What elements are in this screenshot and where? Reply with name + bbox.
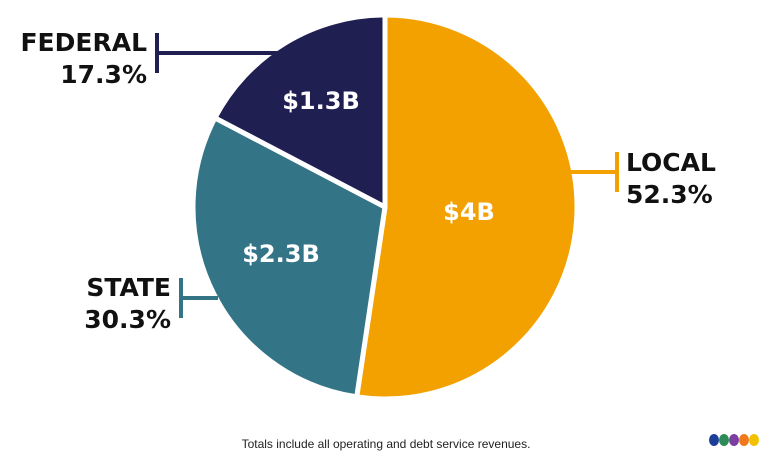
- legend-label-federal: FEDERAL: [20, 28, 147, 57]
- legend-percent-federal: 17.3%: [60, 60, 147, 89]
- brand-dot: [739, 434, 749, 446]
- pie-slice-local: [354, 12, 580, 402]
- slice-value-local: $4B: [443, 198, 495, 226]
- legend-label-state: STATE: [86, 273, 171, 302]
- pie-slice-state: [190, 115, 388, 400]
- slice-value-federal: $1.3B: [282, 87, 360, 115]
- slice-value-state: $2.3B: [242, 240, 320, 268]
- legend-percent-local: 52.3%: [626, 180, 713, 209]
- pie-slice-federal: [212, 12, 388, 210]
- pie-chart: $4B $2.3B $1.3B LOCAL 52.3% STATE 30.3% FEDERA…: [20, 12, 716, 402]
- footnote: Totals include all operating and debt se…: [241, 437, 531, 451]
- brand-dot: [709, 434, 719, 446]
- brand-dot: [729, 434, 739, 446]
- brand-dot: [749, 434, 759, 446]
- brand-dot: [719, 434, 729, 446]
- legend-label-local: LOCAL: [626, 148, 716, 177]
- legend-percent-state: 30.3%: [84, 305, 171, 334]
